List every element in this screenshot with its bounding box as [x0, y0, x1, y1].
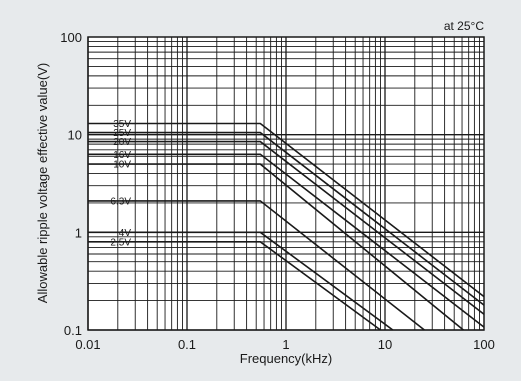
series-line-25V	[88, 131, 485, 306]
series-label: 25V	[113, 128, 131, 139]
series-label: 16V	[113, 150, 131, 161]
temperature-annotation: at 25°C	[444, 19, 484, 33]
x-axis-label: Frequency(kHz)	[240, 351, 332, 366]
series-lines	[88, 122, 485, 331]
y-tick-label: 10	[68, 128, 82, 143]
x-tick-label: 0.1	[178, 337, 196, 352]
series-label: 2.5V	[110, 237, 131, 248]
y-tick-label: 0.1	[64, 323, 82, 338]
grid	[87, 36, 485, 331]
series-line-6.3V	[88, 200, 425, 331]
x-tick-label: 10	[378, 337, 392, 352]
series-line-35V	[88, 122, 485, 298]
y-tick-label: 100	[60, 30, 82, 45]
x-tick-labels: 0.01 0.1 1 10 100	[75, 337, 495, 352]
series-line-16V	[88, 153, 485, 328]
x-tick-label: 0.01	[75, 337, 100, 352]
y-tick-label: 1	[75, 225, 82, 240]
y-tick-labels: 0.1 1 10 100	[60, 30, 82, 338]
plot-frame	[87, 36, 485, 331]
series-label: 6.3V	[110, 196, 131, 207]
y-axis-label: Allowable ripple voltage effective value…	[35, 63, 50, 303]
series-label: 10V	[113, 160, 131, 171]
series-label: 35V	[113, 119, 131, 130]
series-line-2.5V	[88, 241, 381, 331]
x-tick-label: 100	[473, 337, 495, 352]
series-label: 4V	[119, 228, 132, 239]
x-tick-label: 1	[282, 337, 289, 352]
series-line-10V	[88, 163, 464, 331]
series-line-4V	[88, 231, 394, 331]
series-label: 20V	[113, 137, 131, 148]
series-line-20V	[88, 140, 485, 315]
